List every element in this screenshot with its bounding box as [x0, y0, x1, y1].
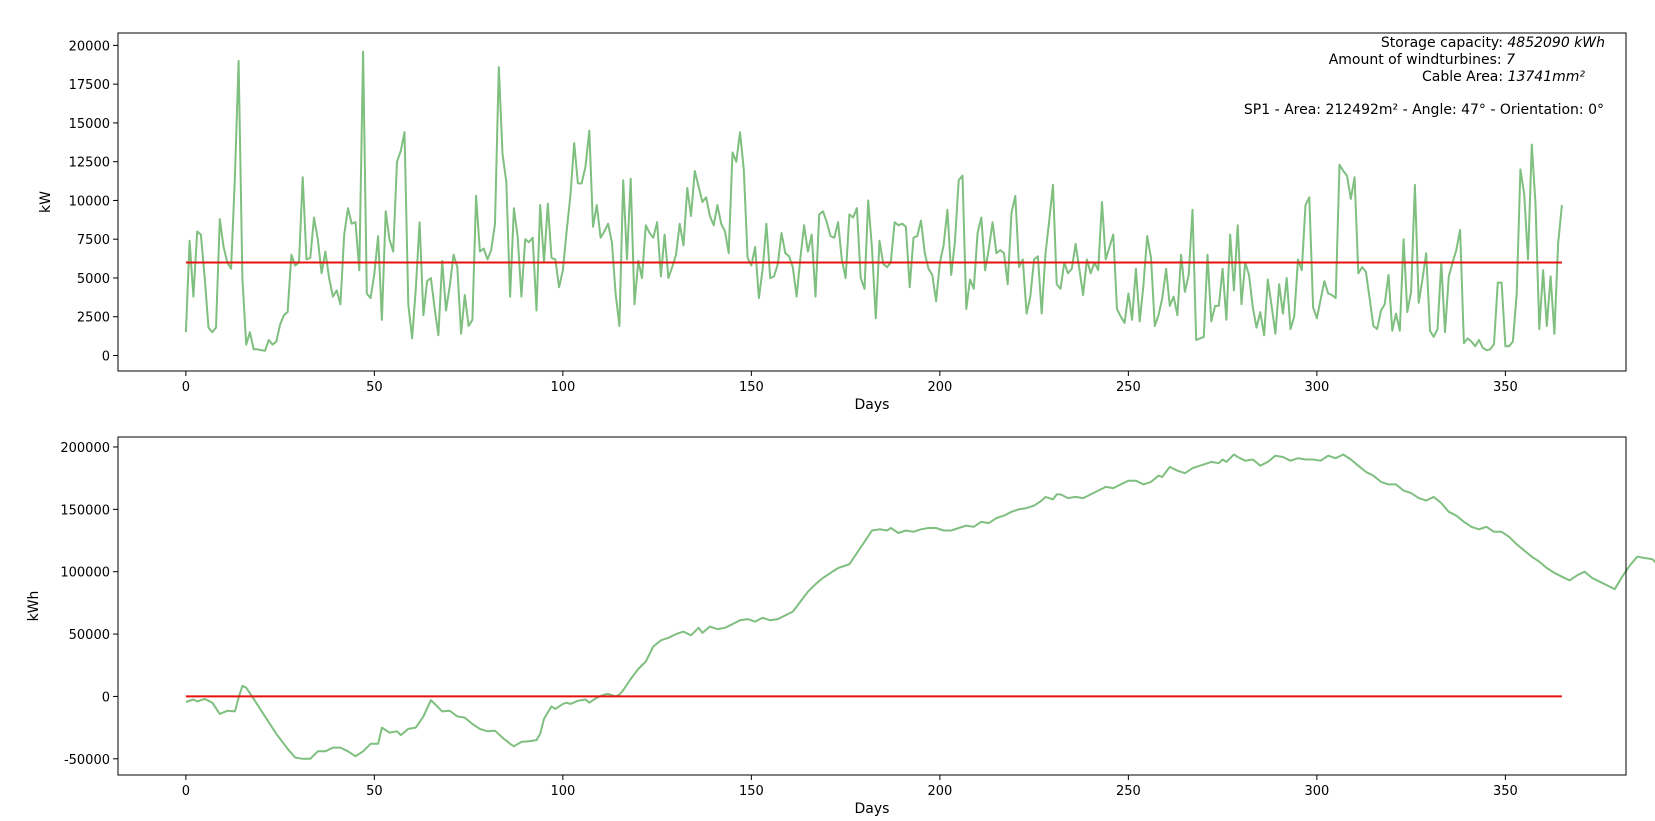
- sp1-text: SP1 - Area: 212492m² - Angle: 47° - Orie…: [1244, 102, 1604, 118]
- x-tick-label: 0: [182, 784, 190, 799]
- info-annotation: Storage capacity: 4852090 kWh Amount of …: [1244, 35, 1605, 118]
- storage-capacity-value: 4852090 kWh: [1507, 35, 1605, 51]
- x-tick-label: 50: [366, 380, 383, 395]
- y-tick-label: 12500: [69, 156, 110, 171]
- x-tick-label: 250: [1116, 380, 1141, 395]
- y-tick-label: 50000: [69, 628, 110, 643]
- x-tick-label: 50: [366, 784, 383, 799]
- y-tick-label: 15000: [69, 117, 110, 132]
- y-tick-label: 20000: [69, 39, 110, 54]
- x-tick-label: 250: [1116, 784, 1141, 799]
- windturbines-text: Amount of windturbines: 7: [1329, 52, 1515, 68]
- y-tick-label: 10000: [69, 194, 110, 209]
- y-tick-label: 7500: [77, 233, 110, 248]
- x-tick-label: 300: [1304, 784, 1329, 799]
- x-axis-label: Days: [855, 801, 890, 817]
- y-tick-label: 2500: [77, 311, 110, 326]
- x-tick-label: 200: [927, 380, 952, 395]
- x-axis-label: Days: [855, 397, 890, 413]
- x-tick-label: 350: [1493, 380, 1518, 395]
- y-axis-label: kW: [38, 191, 54, 213]
- production-chart: 0 50 100 150 200 250 300 350 0 2500 5000 7500 10000 1…: [38, 32, 1627, 413]
- x-tick-label: 150: [739, 380, 764, 395]
- cable-area-label: Cable Area:: [1422, 69, 1508, 85]
- series-line-0: [185, 453, 1655, 760]
- y-tick-label: 0: [102, 690, 110, 705]
- x-tick-label: 200: [927, 784, 952, 799]
- y-tick-label: -50000: [64, 753, 110, 768]
- storage-chart: 0 50 100 150 200 250 300 350 -50000 0 50000 100000 1…: [26, 436, 1655, 817]
- x-tick-label: 100: [550, 380, 575, 395]
- y-tick-label: 100000: [60, 566, 110, 581]
- storage-capacity-label: Storage capacity:: [1381, 35, 1507, 51]
- series-line-0: [184, 50, 1563, 352]
- axes-frame: [117, 32, 1627, 372]
- x-tick-label: 100: [550, 784, 575, 799]
- windturbines-label: Amount of windturbines:: [1329, 52, 1506, 68]
- x-tick-label: 300: [1304, 380, 1329, 395]
- y-tick-label: 5000: [77, 272, 110, 287]
- windturbines-value: 7: [1506, 52, 1515, 68]
- storage-capacity-text: Storage capacity: 4852090 kWh: [1381, 35, 1605, 51]
- cable-area-value: 13741mm²: [1508, 69, 1586, 85]
- y-tick-label: 150000: [60, 503, 110, 518]
- y-tick-label: 0: [102, 349, 110, 364]
- x-tick-label: 350: [1493, 784, 1518, 799]
- x-tick-label: 150: [739, 784, 764, 799]
- y-axis-label: kWh: [26, 591, 42, 622]
- x-tick-label: 0: [182, 380, 190, 395]
- y-tick-label: 17500: [69, 78, 110, 93]
- cable-area-text: Cable Area: 13741mm²: [1422, 69, 1585, 85]
- y-tick-label: 200000: [60, 441, 110, 456]
- axes-frame: [117, 436, 1627, 776]
